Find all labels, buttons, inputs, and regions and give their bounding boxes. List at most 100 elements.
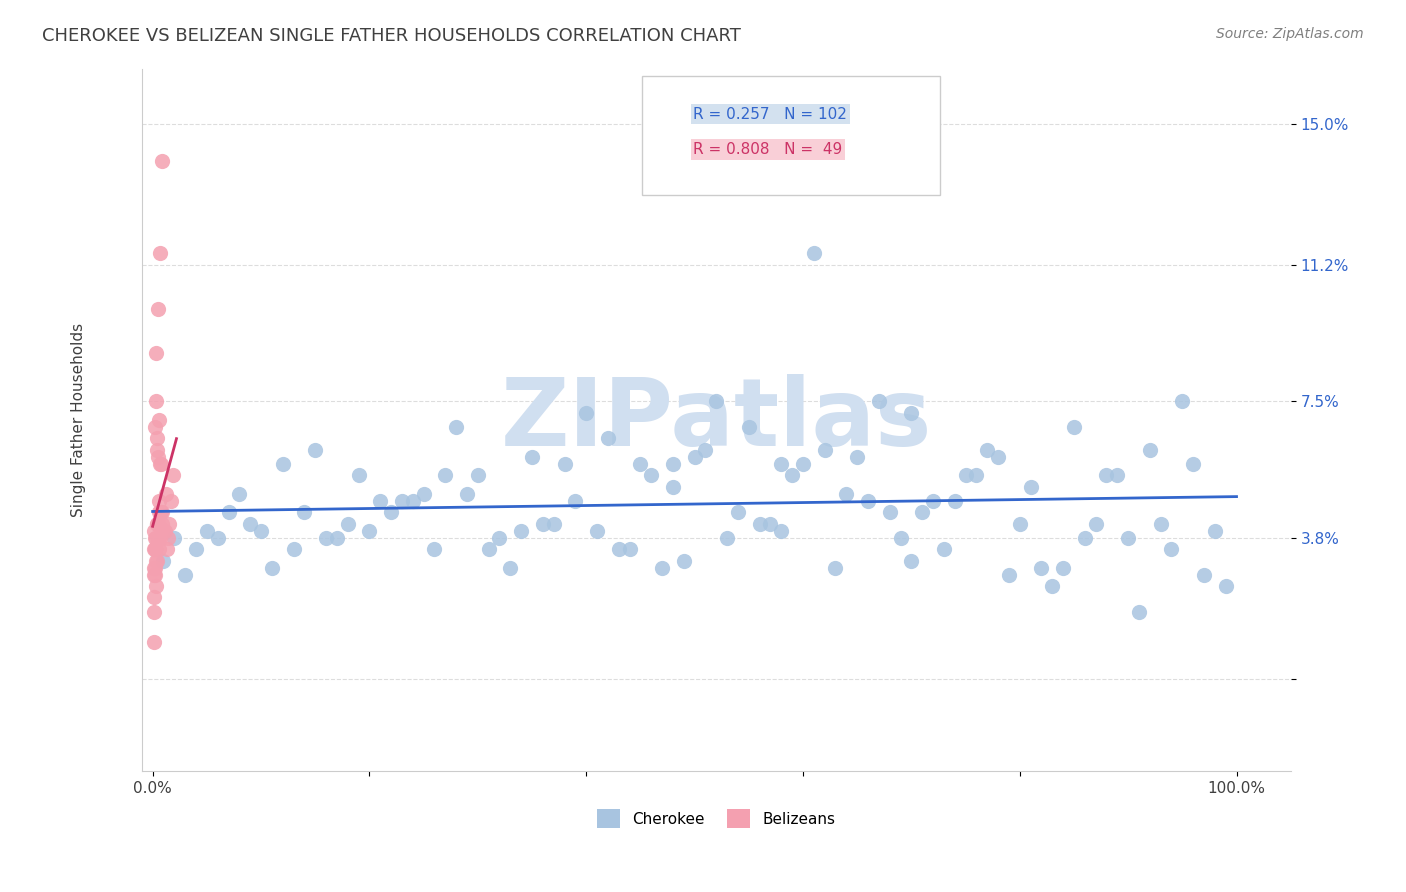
Point [998, 568, 1021, 582]
Point [271, 458, 294, 472]
Point [987, 450, 1010, 464]
Point [149, 246, 172, 260]
Point [662, 458, 685, 472]
Text: R = 0.257   N = 102: R = 0.257 N = 102 [693, 107, 848, 121]
Point [488, 531, 510, 545]
Point [336, 516, 359, 531]
Point [1052, 561, 1074, 575]
Text: R = 0.808   N =  49: R = 0.808 N = 49 [693, 142, 842, 157]
Point [142, 524, 165, 538]
Point [195, 524, 218, 538]
Text: ZIPatlas: ZIPatlas [501, 374, 932, 466]
Point [239, 516, 262, 531]
Point [499, 561, 522, 575]
Point [911, 505, 934, 519]
Point [543, 516, 565, 531]
Point [152, 553, 174, 567]
Point [260, 561, 283, 575]
Point [156, 531, 179, 545]
Point [142, 568, 165, 582]
Point [672, 553, 695, 567]
Point [380, 505, 402, 519]
Point [889, 531, 911, 545]
Point [770, 524, 793, 538]
Point [955, 468, 977, 483]
Point [150, 505, 173, 519]
Point [145, 579, 167, 593]
Point [586, 524, 609, 538]
Point [704, 394, 727, 409]
Point [148, 494, 170, 508]
Point [250, 524, 273, 538]
Point [835, 487, 858, 501]
Point [1215, 579, 1237, 593]
Text: Source: ZipAtlas.com: Source: ZipAtlas.com [1216, 27, 1364, 41]
Point [510, 524, 533, 538]
Point [368, 494, 391, 508]
Point [142, 591, 165, 605]
Point [1095, 468, 1118, 483]
Point [932, 542, 955, 557]
Point [976, 442, 998, 457]
Point [1182, 458, 1205, 472]
Point [628, 458, 651, 472]
Point [145, 394, 167, 409]
Point [207, 531, 229, 545]
Point [391, 494, 413, 508]
Point [770, 458, 793, 472]
Point [716, 531, 738, 545]
Point [146, 516, 169, 531]
Point [596, 432, 619, 446]
Point [142, 561, 165, 575]
Point [150, 516, 173, 531]
Point [814, 442, 837, 457]
Point [1031, 561, 1053, 575]
Point [434, 468, 457, 483]
Point [531, 516, 554, 531]
Point [1139, 442, 1161, 457]
Point [759, 516, 782, 531]
Point [153, 524, 176, 538]
Point [143, 561, 166, 575]
Point [143, 531, 166, 545]
Point [456, 487, 478, 501]
Point [662, 479, 685, 493]
Point [359, 524, 381, 538]
Point [1107, 468, 1129, 483]
Point [780, 468, 803, 483]
Point [1171, 394, 1194, 409]
Point [304, 442, 326, 457]
Point [467, 468, 489, 483]
Point [1019, 479, 1042, 493]
Point [727, 505, 749, 519]
Point [143, 542, 166, 557]
Point [478, 542, 501, 557]
Point [146, 531, 169, 545]
Point [402, 494, 425, 508]
Point [163, 531, 186, 545]
Point [157, 516, 180, 531]
Point [142, 605, 165, 619]
Point [619, 542, 641, 557]
Point [152, 524, 174, 538]
Point [868, 394, 890, 409]
Point [879, 505, 901, 519]
Point [640, 468, 662, 483]
Point [846, 450, 869, 464]
Point [564, 494, 586, 508]
Point [146, 301, 169, 316]
Point [1008, 516, 1031, 531]
Point [184, 542, 207, 557]
Point [283, 542, 305, 557]
Point [156, 542, 179, 557]
Point [444, 420, 467, 434]
Point [145, 531, 167, 545]
Point [149, 458, 172, 472]
Text: CHEROKEE VS BELIZEAN SINGLE FATHER HOUSEHOLDS CORRELATION CHART: CHEROKEE VS BELIZEAN SINGLE FATHER HOUSE… [42, 27, 741, 45]
Point [965, 468, 987, 483]
Point [150, 505, 173, 519]
Point [145, 553, 167, 567]
Point [792, 458, 814, 472]
Point [748, 516, 770, 531]
Point [149, 531, 172, 545]
